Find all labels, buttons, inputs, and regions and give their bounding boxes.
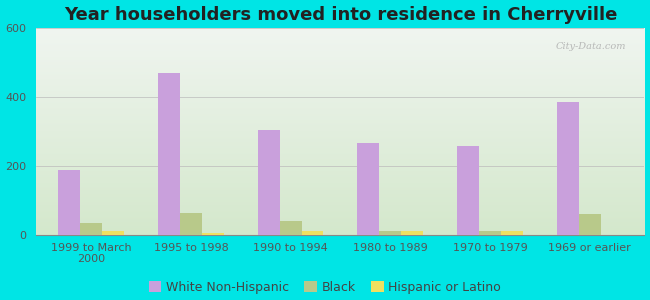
Bar	[58, 169, 80, 235]
Title: Year householders moved into residence in Cherryville: Year householders moved into residence i…	[64, 6, 617, 24]
Bar	[180, 213, 202, 235]
Bar	[302, 231, 324, 235]
Bar	[578, 214, 601, 235]
Legend: White Non-Hispanic, Black, Hispanic or Latino: White Non-Hispanic, Black, Hispanic or L…	[149, 281, 501, 294]
Bar	[80, 223, 102, 235]
Bar	[401, 231, 423, 235]
Bar	[479, 231, 501, 235]
Bar	[557, 102, 578, 235]
Bar	[358, 142, 380, 235]
Bar	[202, 233, 224, 235]
Bar	[380, 231, 401, 235]
Bar	[501, 231, 523, 235]
Bar	[457, 146, 479, 235]
Bar	[102, 231, 124, 235]
Bar	[280, 221, 302, 235]
Bar	[158, 74, 180, 235]
Bar	[257, 130, 280, 235]
Text: City-Data.com: City-Data.com	[556, 42, 626, 51]
